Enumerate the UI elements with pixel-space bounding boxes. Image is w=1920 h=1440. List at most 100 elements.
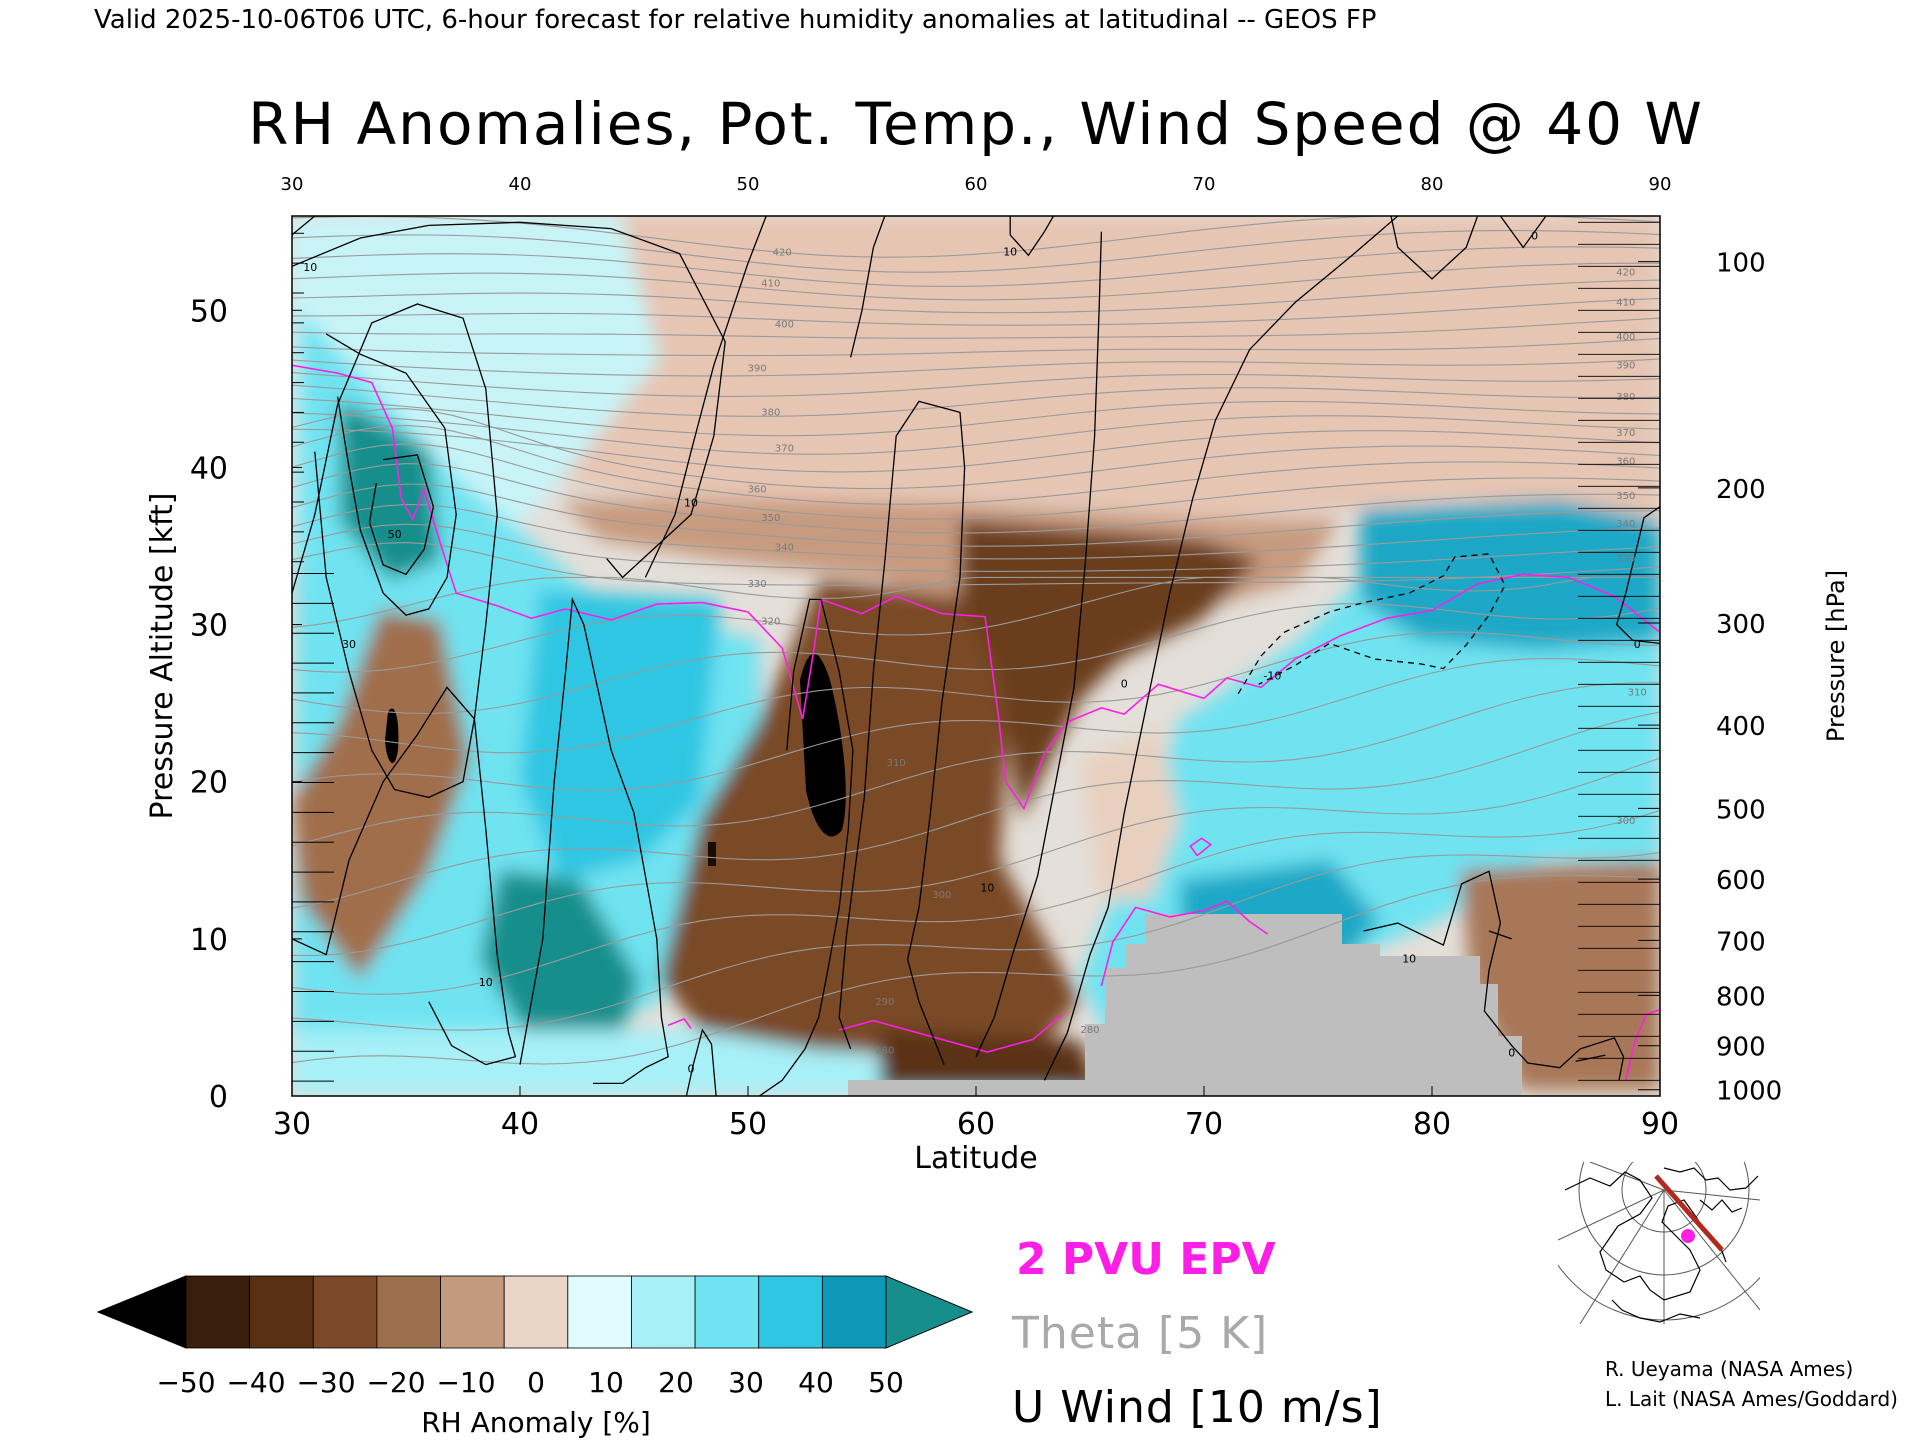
theta-contour-label: 390 [1616,360,1635,371]
pressure-tick-label: 500 [1716,795,1766,825]
rh-brown-upper [960,520,1260,820]
theta-contour [292,372,1660,397]
colorbar-tick-label: −40 [226,1366,285,1399]
theta-contour-label: 350 [1616,491,1635,502]
pressure-tick-label: 300 [1716,610,1766,640]
theta-contour-label: 330 [748,579,767,590]
theta-contour-label: 360 [1616,456,1635,467]
y-tick-label: 30 [190,609,228,644]
theta-contour [292,523,1660,572]
contour-labels: 4204104003903803703603503403303203103002… [303,230,1647,1076]
u-wind-contour [849,216,886,358]
theta-contour [292,809,1660,995]
theta-contour [292,576,1660,628]
map-meridian [1579,1189,1665,1324]
colorbar-segment [249,1275,314,1349]
pressure-tick-label: 1000 [1716,1077,1782,1107]
colorbar: −50 −40 −30 −20 −10 0 10 20 30 40 50 [96,1275,974,1399]
theta-contour-label: 300 [1616,816,1635,827]
colorbar-tick-label: −20 [366,1366,425,1399]
theta-contour [292,358,1660,377]
colorbar-tick-label: −10 [436,1366,495,1399]
chart-title: RH Anomalies, Pot. Temp., Wind Speed @ 4… [248,90,1704,158]
u-wind-contour [975,231,1103,1057]
u-wind-contour [644,216,767,578]
colorbar-tick-label: 0 [527,1366,545,1399]
top-x-tick-label: 30 [281,174,304,195]
epv-2pvu-line [1100,900,1269,987]
colorbar-tick-label: 30 [728,1366,764,1399]
theta-contour [292,216,1660,258]
colorbar-over-arrow [885,1275,974,1349]
rh-brown-bottom [880,1030,1100,1090]
top-x-tick-label: 70 [1193,174,1216,195]
theta-contour-label: 400 [775,320,794,331]
theta-contour [292,443,1660,520]
terrain [848,914,1522,1096]
theta-contour [292,631,1660,754]
rh-brown-left [292,610,470,980]
x-tick-label: 50 [729,1107,767,1142]
theta-contour [292,397,1660,437]
top-x-tick-label: 80 [1421,174,1444,195]
map-meridian [1663,1189,1760,1201]
polar-map-icon [1558,1162,1760,1324]
map-coastline [1611,1299,1701,1323]
pressure-tick-label: 700 [1716,927,1766,957]
wind-contour-label: 0 [1121,677,1128,690]
u-wind-contour [368,454,435,576]
theta-contour-label: 420 [1616,268,1635,279]
top-x-tick-label: 40 [509,174,532,195]
valid-line: Valid 2025-10-06T06 UTC, 6-hour forecast… [94,5,1376,35]
legend-wind: U Wind [10 m/s] [1012,1382,1383,1433]
u-wind-contour [1390,216,1479,280]
theta-contours [292,216,1660,1065]
theta-contour-label: 280 [875,1046,894,1057]
credit-line-2: L. Lait (NASA Ames/Goddard) [1605,1387,1898,1411]
theta-contour [292,483,1660,547]
wind-contour-label: 10 [479,976,493,989]
rh-black-small [708,842,716,866]
top-x-tick-label: 60 [965,174,988,195]
theta-contour-label: 370 [775,444,794,455]
pressure-tick-label: 800 [1716,982,1766,1012]
colorbar-segment [376,1275,441,1349]
x-tick-label: 60 [957,1107,995,1142]
colorbar-under-arrow [96,1275,187,1349]
theta-contour-label: 310 [887,758,906,769]
theta-contour-label: 380 [761,408,780,419]
theta-contour-label: 360 [748,485,767,496]
epv-2pvu-line [292,364,1660,811]
theta-contour-label: 330 [1616,554,1635,565]
x-tick-label: 80 [1413,1107,1451,1142]
u-wind-contour [292,216,361,236]
rh-teal-upper-right [1360,500,1660,650]
wind-contour-label: 10 [1402,952,1416,965]
map-meridian [1589,1162,1665,1191]
y-tick-label: 0 [209,1080,228,1115]
epv-2pvu-line [838,1013,1064,1053]
wind-contour-label: 30 [342,638,356,651]
x-tick-label: 40 [501,1107,539,1142]
colorbar-tick-label: 40 [798,1366,834,1399]
rh-teal-lower-left [480,870,640,1040]
u-wind-contour [1363,870,1625,1081]
x-tick-label: 70 [1185,1107,1223,1142]
u-wind-contour [759,598,854,1096]
u-wind-contour [519,596,669,1085]
epv-2pvu-line [667,1018,692,1029]
colorbar-segment [758,1275,823,1349]
y-axis-label: Pressure Altitude [kft] [145,493,180,820]
x-axis-label: Latitude [914,1141,1037,1176]
rh-pale-column [1080,730,1180,900]
wind-contour-label: 50 [388,528,402,541]
colorbar-segment [821,1275,887,1349]
theta-contour-label: 410 [761,279,780,290]
x-tick-label: 30 [273,1107,311,1142]
theta-contour-label: 410 [1616,298,1635,309]
colorbar-segment [694,1275,760,1349]
theta-contour-label: 380 [1616,392,1635,403]
theta-contour-label: 370 [1616,428,1635,439]
credit-line-1: R. Ueyama (NASA Ames) [1605,1357,1853,1381]
colorbar-tick-label: −50 [156,1366,215,1399]
